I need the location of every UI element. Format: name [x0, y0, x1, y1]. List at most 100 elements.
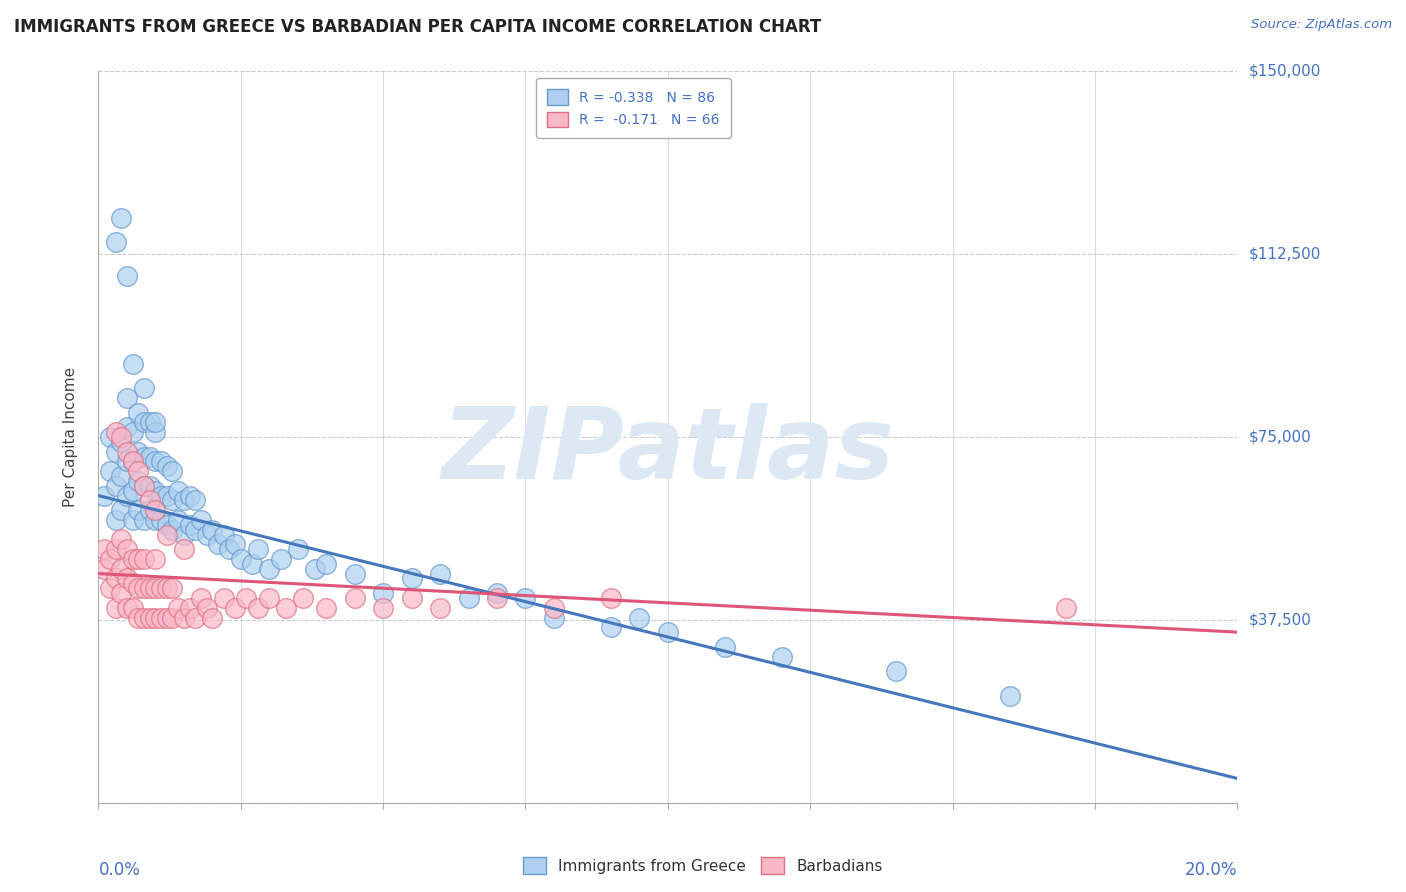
- Point: [343, 591, 366, 605]
- Point: [486, 586, 509, 600]
- Point: [167, 513, 190, 527]
- Point: [207, 537, 229, 551]
- Point: [304, 562, 326, 576]
- Point: [132, 381, 155, 395]
- Point: [121, 552, 143, 566]
- Point: [132, 479, 155, 493]
- Point: [115, 600, 138, 615]
- Point: [104, 600, 127, 615]
- Text: ZIPatlas: ZIPatlas: [441, 403, 894, 500]
- Point: [110, 469, 132, 483]
- Point: [132, 581, 155, 595]
- Point: [110, 430, 132, 444]
- Point: [259, 562, 281, 576]
- Point: [127, 503, 149, 517]
- Point: [179, 489, 201, 503]
- Point: [184, 493, 207, 508]
- Point: [93, 542, 115, 557]
- Point: [195, 527, 218, 541]
- Point: [104, 425, 127, 440]
- Point: [145, 513, 167, 527]
- Point: [115, 269, 138, 284]
- Point: [145, 416, 167, 430]
- Text: $75,000: $75,000: [1249, 430, 1312, 444]
- Point: [401, 572, 423, 586]
- Point: [145, 610, 167, 624]
- Point: [150, 581, 173, 595]
- Point: [224, 600, 246, 615]
- Point: [104, 235, 127, 249]
- Point: [138, 479, 160, 493]
- Y-axis label: Per Capita Income: Per Capita Income: [63, 367, 77, 508]
- Legend: Immigrants from Greece, Barbadians: Immigrants from Greece, Barbadians: [517, 851, 889, 880]
- Point: [98, 430, 121, 444]
- Point: [998, 689, 1021, 703]
- Point: [287, 542, 309, 557]
- Point: [98, 552, 121, 566]
- Point: [373, 586, 395, 600]
- Point: [145, 552, 167, 566]
- Point: [600, 620, 623, 634]
- Point: [657, 625, 679, 640]
- Point: [145, 425, 167, 440]
- Point: [315, 600, 337, 615]
- Point: [104, 542, 127, 557]
- Point: [132, 450, 155, 464]
- Text: $37,500: $37,500: [1249, 613, 1312, 627]
- Point: [121, 576, 143, 591]
- Point: [127, 581, 149, 595]
- Point: [121, 454, 143, 468]
- Point: [98, 581, 121, 595]
- Point: [190, 591, 212, 605]
- Point: [246, 542, 269, 557]
- Point: [276, 600, 298, 615]
- Point: [115, 444, 138, 458]
- Point: [343, 566, 366, 581]
- Point: [543, 610, 565, 624]
- Point: [110, 562, 132, 576]
- Point: [515, 591, 537, 605]
- Point: [121, 483, 143, 498]
- Point: [201, 523, 224, 537]
- Point: [127, 464, 149, 478]
- Point: [98, 464, 121, 478]
- Point: [156, 517, 179, 532]
- Point: [884, 664, 907, 678]
- Point: [224, 537, 246, 551]
- Point: [235, 591, 257, 605]
- Point: [150, 513, 173, 527]
- Point: [628, 610, 651, 624]
- Point: [138, 450, 160, 464]
- Text: $150,000: $150,000: [1249, 64, 1320, 78]
- Point: [121, 513, 143, 527]
- Point: [212, 527, 235, 541]
- Point: [104, 479, 127, 493]
- Point: [173, 493, 195, 508]
- Text: 0.0%: 0.0%: [98, 862, 141, 880]
- Point: [110, 211, 132, 225]
- Point: [145, 503, 167, 517]
- Point: [600, 591, 623, 605]
- Point: [218, 542, 240, 557]
- Text: Source: ZipAtlas.com: Source: ZipAtlas.com: [1251, 18, 1392, 31]
- Point: [162, 610, 184, 624]
- Point: [401, 591, 423, 605]
- Point: [201, 610, 224, 624]
- Point: [110, 586, 132, 600]
- Point: [145, 454, 167, 468]
- Point: [190, 513, 212, 527]
- Legend: R = -0.338   N = 86, R =  -0.171   N = 66: R = -0.338 N = 86, R = -0.171 N = 66: [536, 78, 731, 138]
- Point: [179, 517, 201, 532]
- Point: [173, 542, 195, 557]
- Point: [145, 483, 167, 498]
- Point: [138, 610, 160, 624]
- Point: [173, 527, 195, 541]
- Point: [167, 483, 190, 498]
- Point: [212, 591, 235, 605]
- Point: [240, 557, 263, 571]
- Point: [110, 503, 132, 517]
- Point: [162, 523, 184, 537]
- Point: [132, 416, 155, 430]
- Point: [156, 459, 179, 474]
- Point: [115, 420, 138, 434]
